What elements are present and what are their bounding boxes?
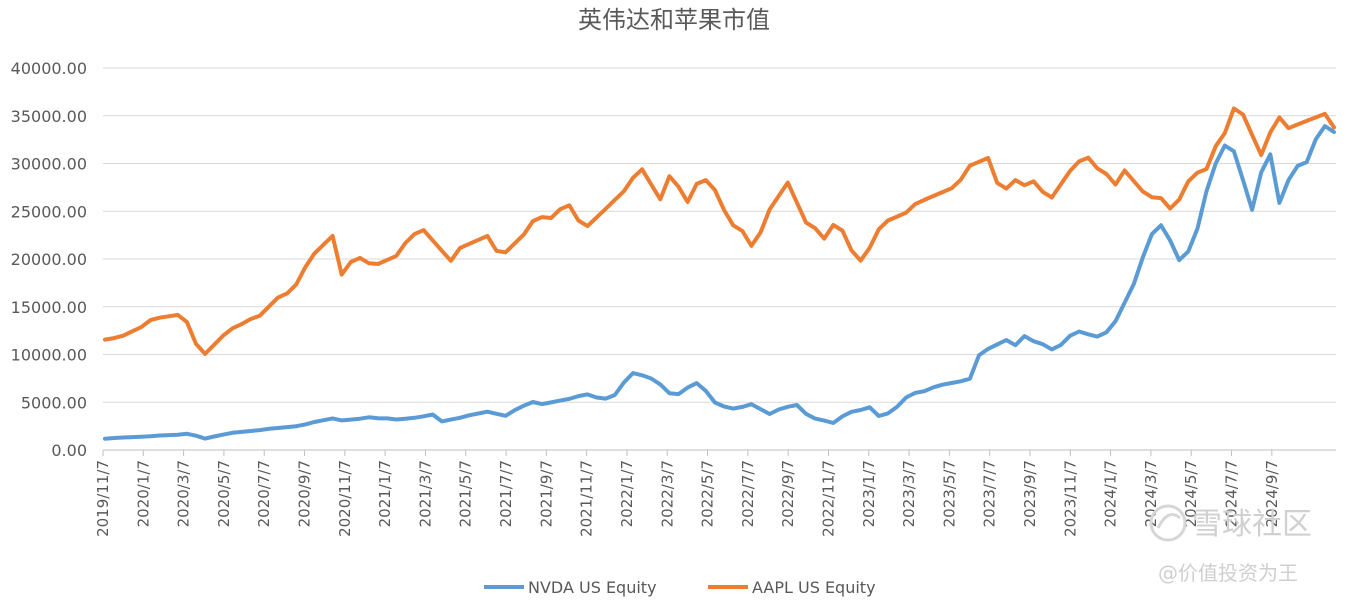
- x-tick-label: 2021/9/7: [537, 460, 555, 527]
- x-tick-label: 2024/7/7: [1223, 460, 1241, 527]
- x-tick-label: 2021/1/7: [376, 460, 394, 527]
- series-line-nvda-us-equity: [103, 124, 1336, 441]
- x-axis: [102, 449, 1336, 456]
- watermark-handle: @价值投资为王: [1158, 561, 1298, 585]
- series-lines: [103, 106, 1336, 441]
- snowball-logo-icon: [1149, 504, 1187, 542]
- x-tick-label: 2020/7/7: [255, 460, 273, 527]
- watermark-brand: 雪球社区: [1192, 507, 1312, 542]
- legend-label: NVDA US Equity: [528, 578, 657, 597]
- x-tick-label: 2021/5/7: [457, 460, 475, 527]
- x-tick-label: 2021/3/7: [416, 460, 434, 527]
- x-tick-label: 2024/9/7: [1263, 460, 1281, 527]
- x-tick-label: 2023/1/7: [860, 460, 878, 527]
- x-tick-label: 2024/1/7: [1102, 460, 1120, 527]
- x-tick-label: 2024/5/7: [1182, 460, 1200, 527]
- y-tick-label: 0.00: [51, 441, 87, 460]
- x-tick-label: 2020/11/7: [336, 460, 354, 537]
- x-tick-label: 2020/3/7: [175, 460, 193, 527]
- legend: NVDA US Equity AAPL US Equity: [484, 578, 876, 597]
- x-tick-label: 2022/7/7: [739, 460, 757, 527]
- x-tick-label: 2023/9/7: [1021, 460, 1039, 527]
- x-tick-label: 2021/11/7: [578, 460, 596, 537]
- y-tick-label: 5000.00: [21, 393, 87, 412]
- x-tick-label: 2023/3/7: [900, 460, 918, 527]
- x-tick-label: 2020/1/7: [134, 460, 152, 527]
- series-line-aapl-us-equity: [103, 106, 1336, 356]
- y-axis-tick-labels: 40000.00 35000.00 30000.00 25000.00 20000.00…: [11, 59, 87, 460]
- x-tick-label: 2022/1/7: [618, 460, 636, 527]
- x-tick-label: 2019/11/7: [94, 460, 112, 537]
- y-tick-label: 15000.00: [11, 298, 87, 317]
- y-tick-label: 40000.00: [11, 59, 87, 78]
- x-tick-label: 2023/7/7: [981, 460, 999, 527]
- x-tick-label: 2022/5/7: [699, 460, 717, 527]
- x-tick-label: 2020/9/7: [296, 460, 314, 527]
- x-tick-label: 2022/11/7: [819, 460, 837, 537]
- x-tick-label: 2023/11/7: [1061, 460, 1079, 537]
- x-tick-label: 2022/9/7: [779, 460, 797, 527]
- y-tick-label: 30000.00: [11, 155, 87, 174]
- chart-title: 英伟达和苹果市值: [578, 6, 770, 34]
- y-tick-label: 25000.00: [11, 202, 87, 221]
- y-tick-label: 20000.00: [11, 250, 87, 269]
- y-tick-label: 10000.00: [11, 346, 87, 365]
- y-tick-label: 35000.00: [11, 107, 87, 126]
- watermark: 雪球社区 @价值投资为王: [1149, 504, 1312, 585]
- x-axis-tick-labels: 2019/11/7 2020/1/7 2020/3/7 2020/5/7 2020/7/…: [94, 460, 1281, 537]
- legend-label: AAPL US Equity: [752, 578, 876, 597]
- x-tick-label: 2023/5/7: [940, 460, 958, 527]
- x-tick-label: 2021/7/7: [497, 460, 515, 527]
- x-tick-label: 2020/5/7: [215, 460, 233, 527]
- x-tick-label: 2022/3/7: [658, 460, 676, 527]
